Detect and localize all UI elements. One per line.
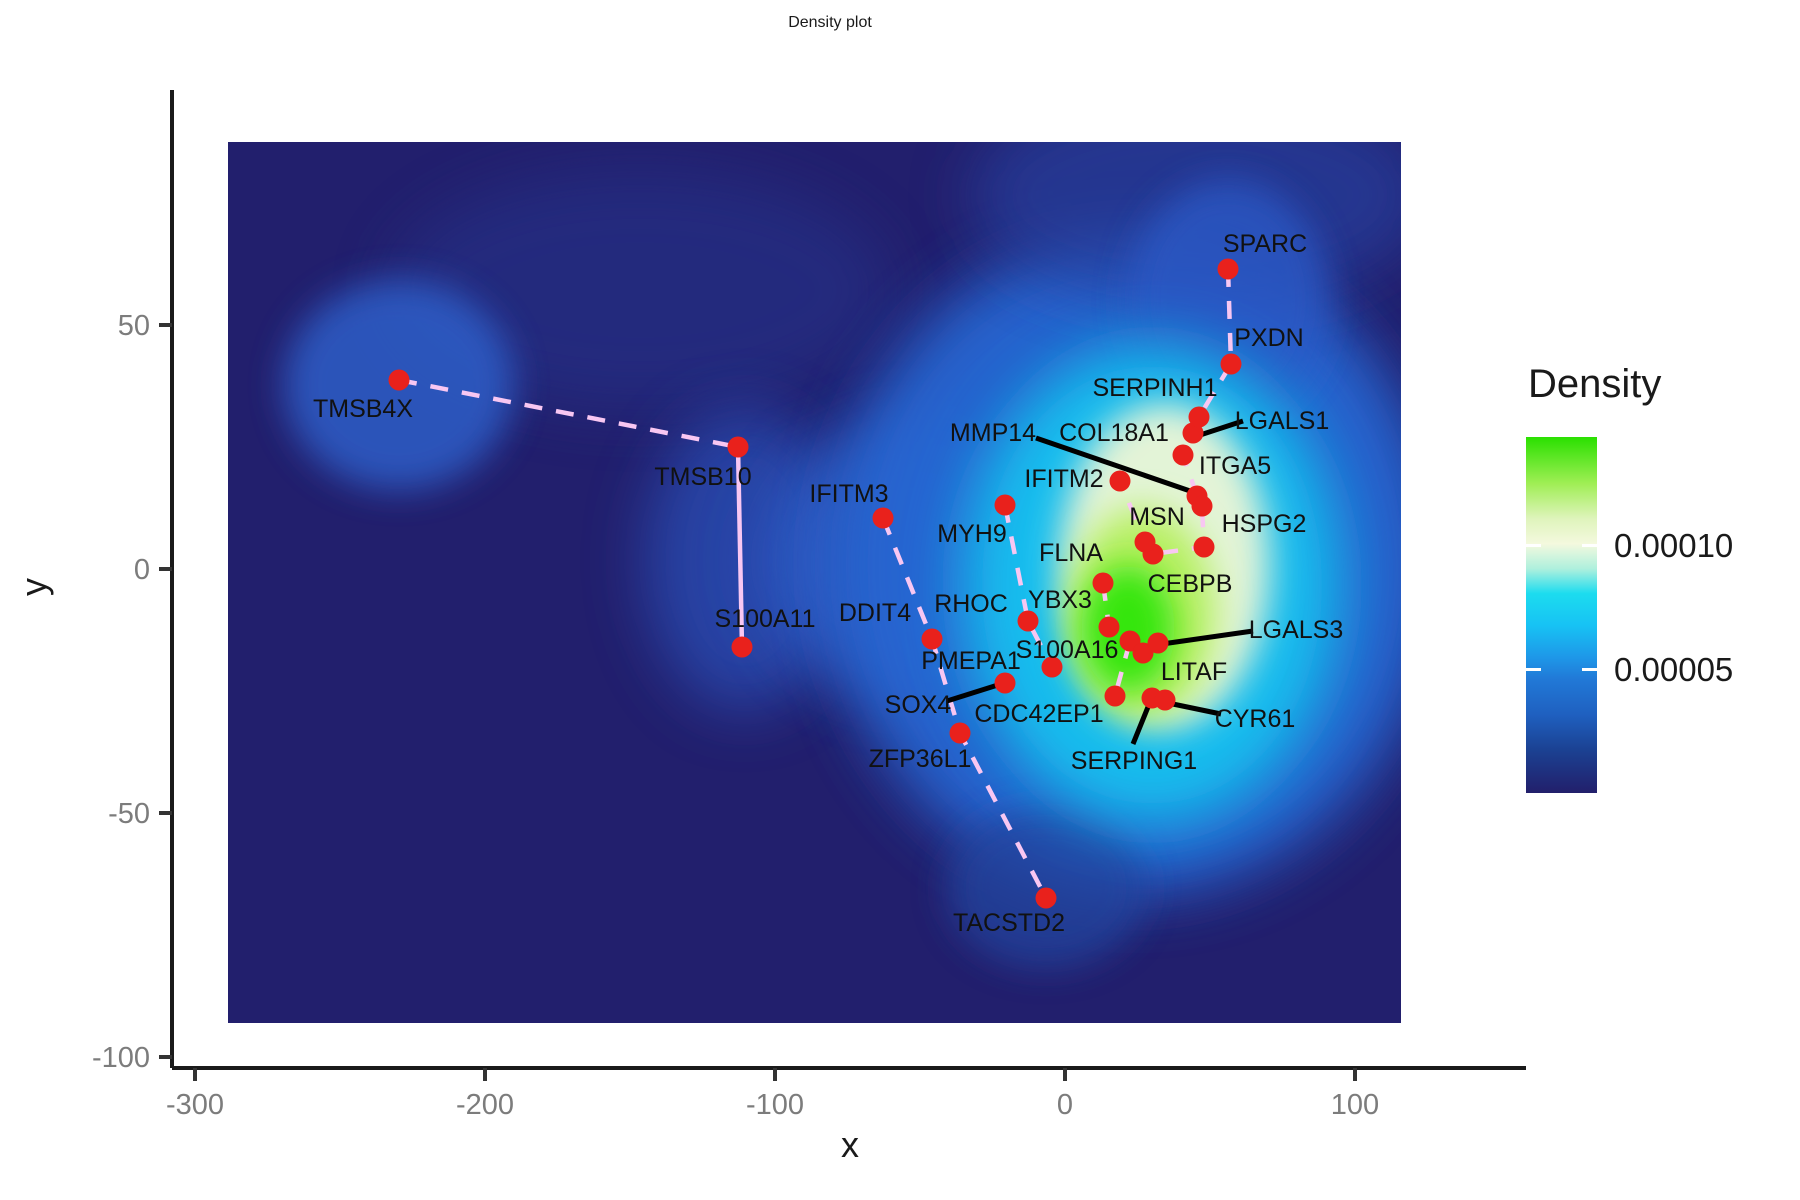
gene-label-ifitm2: IFITM2: [1024, 465, 1103, 493]
x-tick-label: -300: [166, 1089, 224, 1121]
gene-label-cebpb: CEBPB: [1148, 570, 1233, 598]
gene-dot-rhoc: [1098, 616, 1120, 638]
gene-dot-itga5: [1172, 444, 1194, 466]
gene-dot-hspg2: [1193, 536, 1215, 558]
y-tick-label: -100: [92, 1042, 150, 1074]
x-tick-label: -200: [456, 1089, 514, 1121]
gene-dot-litaf: [1132, 642, 1154, 664]
gene-dot-lgals3: [1147, 632, 1169, 654]
legend-tick-label-low: 0.00005: [1614, 651, 1734, 688]
gene-dot-tmsb10: [727, 436, 749, 458]
gene-dot-s100a11: [731, 636, 753, 658]
gene-dot-ifitm2: [1109, 470, 1131, 492]
callout-line-mmp14: [1035, 435, 1194, 495]
gene-label-rhoc: RHOC: [934, 590, 1008, 618]
gene-dot-myh9: [994, 494, 1016, 516]
y-tick-label: 50: [118, 310, 150, 342]
gene-label-cdc42ep1: CDC42EP1: [974, 700, 1103, 728]
trajectory-dashed-line: [1002, 504, 1054, 669]
colorbar-tick-high-right: [1582, 544, 1597, 547]
gene-dot-cdc42ep1: [1104, 685, 1126, 707]
gene-label-mmp14: MMP14: [950, 419, 1036, 447]
x-tick-label: 100: [1331, 1089, 1379, 1121]
gene-dot-col18a1: [1191, 495, 1213, 517]
gene-label-lgals1: LGALS1: [1235, 407, 1330, 435]
gene-dot-tacstd2: [1035, 887, 1057, 909]
gene-label-sox4: SOX4: [885, 691, 952, 719]
gene-label-cyr61: CYR61: [1215, 705, 1296, 733]
gene-dot-cyr61: [1154, 689, 1176, 711]
callout-line-cyr61: [1167, 700, 1222, 717]
x-axis-title: x: [841, 1124, 859, 1165]
colorbar-tick-high-left: [1526, 544, 1541, 547]
colorbar-tick-low-left: [1526, 668, 1541, 671]
y-tick-label: 0: [134, 554, 150, 586]
gene-label-litaf: LITAF: [1161, 658, 1227, 686]
gene-dot-sox4: [994, 672, 1016, 694]
trajectory-dashed-line: [398, 377, 739, 450]
gene-dot-sparc: [1217, 258, 1239, 280]
trajectory-solid-line: [735, 446, 745, 648]
gene-label-hspg2: HSPG2: [1222, 510, 1307, 538]
gene-label-tmsb4x: TMSB4X: [313, 395, 413, 423]
gene-label-serping1: SERPING1: [1071, 747, 1197, 775]
gene-label-lgals3: LGALS3: [1249, 616, 1344, 644]
gene-label-sparc: SPARC: [1223, 230, 1307, 258]
callout-line-sox4: [946, 681, 1002, 704]
gene-dot-serpinh1: [1188, 406, 1210, 428]
trajectory-dashed-line: [880, 517, 1048, 900]
gene-label-serpinh1: SERPINH1: [1092, 374, 1217, 402]
gene-dot-s100a16: [1041, 656, 1063, 678]
gene-label-flna: FLNA: [1039, 539, 1103, 567]
axes: -300 -200 -100 0 100 50 0 -50 -100: [92, 90, 1526, 1121]
gene-label-tacstd2: TACSTD2: [953, 909, 1065, 937]
gene-label-ybx3: YBX3: [1028, 586, 1092, 614]
callout-line-lgals1: [1196, 418, 1244, 439]
gene-dot-msn: [1134, 531, 1156, 553]
x-tick-label: -100: [746, 1089, 804, 1121]
gene-label-msn: MSN: [1129, 503, 1185, 531]
density-raster: [228, 142, 1401, 1023]
gene-dot-ifitm3: [872, 507, 894, 529]
gene-dot-lgals1: [1182, 422, 1204, 444]
x-tick-label: 0: [1057, 1089, 1073, 1121]
y-axis-title: y: [13, 578, 54, 596]
gene-labels: TMSB4X TMSB10 S100A11 IFITM3 MYH9 DDIT4 RHOC YB…: [313, 230, 1343, 937]
legend-tick-label-high: 0.00010: [1614, 527, 1734, 564]
gene-label-itga5: ITGA5: [1199, 452, 1271, 480]
callout-line-lgals3: [1161, 628, 1254, 647]
colorbar-tick-low-right: [1582, 668, 1597, 671]
gene-label-zfp36l1: ZFP36L1: [869, 745, 972, 773]
chart-title: Density plot: [788, 14, 872, 31]
gene-label-s100a11: S100A11: [714, 605, 815, 633]
gene-label-s100a16: S100A16: [1016, 636, 1119, 664]
gene-dot-pmepa1: [921, 628, 943, 650]
gene-label-ifitm3: IFITM3: [809, 480, 888, 508]
label-callouts: [946, 418, 1254, 745]
gene-label-ddit4: DDIT4: [839, 599, 911, 627]
legend-title: Density: [1528, 362, 1662, 406]
gene-dot-ybx3: [1017, 610, 1039, 632]
density-blob: [390, 170, 890, 410]
legend-colorbar: [1526, 437, 1597, 793]
gene-dot-pxdn: [1220, 353, 1242, 375]
gene-label-col18a1: COL18A1: [1059, 419, 1169, 447]
callout-line-serping1: [1130, 701, 1153, 745]
gene-dot-flna: [1092, 572, 1114, 594]
gene-label-pxdn: PXDN: [1234, 324, 1303, 352]
y-tick-label: -50: [108, 798, 150, 830]
gene-dot-tmsb4x: [388, 369, 410, 391]
gene-dots: [388, 258, 1242, 909]
gene-label-pmepa1: PMEPA1: [921, 647, 1021, 675]
gene-dot-zfp36l1: [949, 722, 971, 744]
gene-label-tmsb10: TMSB10: [654, 463, 751, 491]
gene-label-myh9: MYH9: [937, 520, 1006, 548]
